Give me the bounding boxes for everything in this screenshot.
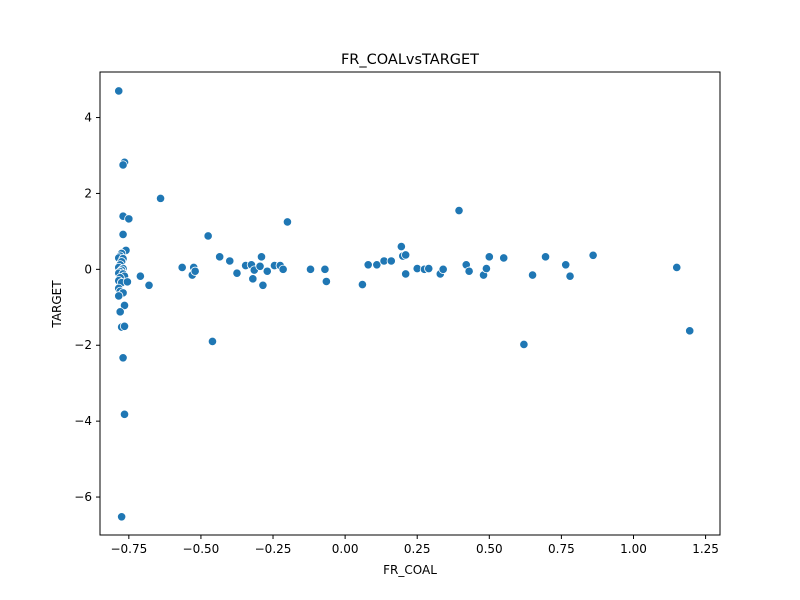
- data-point: [117, 512, 127, 522]
- data-point: [119, 300, 130, 310]
- data-point: [144, 280, 154, 290]
- x-tick-label: 0.75: [548, 542, 575, 556]
- y-tick-label: 2: [84, 186, 92, 200]
- y-axis-ticks: −6 −4 −2 0 2 4: [74, 111, 100, 504]
- data-point: [321, 276, 331, 287]
- data-point: [386, 256, 396, 266]
- y-tick-label: −6: [74, 490, 92, 504]
- data-point: [499, 253, 509, 263]
- data-point: [119, 321, 130, 331]
- data-point: [481, 263, 492, 274]
- data-point: [248, 274, 258, 284]
- x-tick-label: 0.00: [332, 542, 359, 556]
- data-point: [155, 193, 166, 203]
- data-point: [588, 250, 598, 260]
- data-points: [114, 86, 695, 522]
- data-point: [135, 271, 145, 281]
- data-point: [357, 279, 368, 290]
- plot-frame: [99, 71, 721, 536]
- data-point: [464, 266, 474, 276]
- data-point: [124, 214, 134, 224]
- data-point: [672, 262, 682, 273]
- x-tick-label: 1.25: [692, 542, 719, 556]
- data-point: [484, 252, 494, 262]
- data-point: [122, 277, 132, 287]
- y-tick-label: 4: [84, 111, 92, 125]
- data-point: [258, 280, 268, 290]
- data-point: [119, 409, 130, 419]
- data-point: [565, 271, 575, 281]
- y-tick-label: −4: [74, 414, 92, 428]
- data-point: [118, 353, 128, 363]
- x-tick-label: 1.00: [620, 542, 647, 556]
- data-point: [256, 252, 267, 262]
- data-point: [118, 160, 128, 170]
- data-point: [114, 291, 124, 301]
- data-point: [278, 264, 288, 274]
- data-point: [115, 307, 125, 317]
- data-point: [255, 261, 265, 271]
- data-point: [207, 336, 218, 347]
- data-point: [527, 270, 538, 280]
- data-point: [114, 86, 124, 96]
- data-point: [561, 260, 571, 270]
- data-point: [396, 241, 406, 252]
- data-point: [401, 269, 411, 279]
- x-axis-ticks: −0.75 −0.50 −0.25 0.00 0.25 0.50 0.75 1.00 1.25: [110, 535, 719, 556]
- x-tick-label: 0.25: [404, 542, 431, 556]
- data-point: [282, 217, 293, 227]
- data-point: [215, 252, 225, 262]
- data-point: [363, 260, 373, 270]
- data-point: [519, 339, 529, 350]
- data-point: [438, 264, 448, 274]
- data-point: [232, 268, 242, 278]
- data-point: [262, 266, 272, 276]
- chart-title: FR_COALvsTARGET: [341, 52, 479, 68]
- data-point: [685, 326, 695, 336]
- x-tick-label: −0.50: [183, 542, 220, 556]
- y-axis-label: TARGET: [50, 280, 64, 329]
- data-point: [225, 256, 235, 266]
- data-point: [454, 205, 464, 216]
- data-point: [305, 264, 316, 274]
- data-point: [372, 260, 382, 270]
- data-point: [177, 262, 187, 273]
- x-tick-label: −0.75: [110, 542, 147, 556]
- data-point: [190, 266, 200, 276]
- data-point: [203, 231, 213, 241]
- y-tick-label: −2: [74, 338, 92, 352]
- data-point: [320, 264, 330, 274]
- x-tick-label: −0.25: [255, 542, 292, 556]
- data-point: [540, 252, 551, 262]
- data-point: [118, 229, 128, 240]
- x-axis-label: FR_COAL: [383, 563, 437, 577]
- y-tick-label: 0: [84, 262, 92, 276]
- x-tick-label: 0.50: [476, 542, 503, 556]
- data-point: [424, 263, 434, 274]
- data-point: [401, 250, 411, 260]
